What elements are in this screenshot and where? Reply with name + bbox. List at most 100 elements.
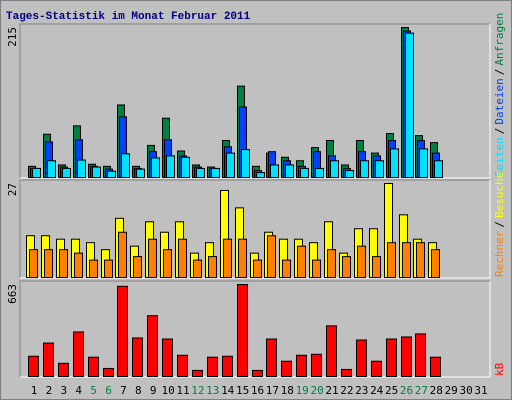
- bar: [118, 231, 127, 278]
- bar: [372, 256, 381, 279]
- x-tick-label: 2: [46, 384, 53, 397]
- frame-light: [20, 24, 491, 179]
- legend: kB: [493, 362, 506, 376]
- bar: [133, 256, 142, 279]
- x-tick-label: 23: [355, 384, 368, 397]
- bar: [223, 238, 232, 278]
- bar: [296, 354, 307, 377]
- x-tick-label: 1: [31, 384, 38, 397]
- bar: [419, 148, 428, 179]
- legend-separator: /: [493, 221, 506, 228]
- bar: [117, 285, 128, 377]
- frame-light: [20, 281, 491, 378]
- x-tick-label: 4: [75, 384, 82, 397]
- bar: [315, 167, 324, 179]
- x-tick-label: 21: [325, 384, 338, 397]
- bar: [342, 256, 351, 279]
- bar: [270, 164, 279, 179]
- bar: [357, 245, 366, 279]
- bar: [345, 170, 354, 178]
- x-tick-label: 27: [415, 384, 428, 397]
- bar: [77, 159, 86, 178]
- bar: [89, 259, 98, 278]
- bar: [267, 235, 276, 279]
- x-tick-label: 11: [176, 384, 189, 397]
- bar: [88, 356, 99, 377]
- x-tick-label: 9: [150, 384, 157, 397]
- frame-dark: [19, 23, 490, 178]
- bar: [73, 331, 84, 377]
- bar: [416, 242, 425, 278]
- bar: [74, 252, 83, 278]
- x-tick-label: 28: [430, 384, 443, 397]
- bar: [44, 249, 53, 278]
- x-tick-label: 15: [236, 384, 249, 397]
- bar: [238, 238, 247, 278]
- bar: [281, 360, 292, 378]
- bar: [193, 259, 202, 278]
- bar: [178, 238, 187, 278]
- bar: [386, 338, 397, 377]
- x-tick-label: 17: [266, 384, 279, 397]
- bar: [371, 360, 382, 378]
- bar: [148, 238, 157, 278]
- bar: [62, 167, 71, 179]
- x-tick-label: 22: [340, 384, 353, 397]
- bar: [196, 167, 205, 179]
- bar: [253, 259, 262, 278]
- bar: [431, 249, 440, 278]
- bar: [387, 242, 396, 278]
- bar: [177, 354, 188, 377]
- bar: [208, 256, 217, 279]
- bar: [356, 339, 367, 377]
- bar: [107, 170, 116, 179]
- frame-dark: [19, 179, 490, 278]
- legend-entry: Dateien: [493, 78, 506, 124]
- bar: [405, 32, 414, 179]
- bar: [132, 337, 143, 377]
- legend-entry: kB: [493, 362, 506, 376]
- y-tick-label: 663: [6, 284, 19, 304]
- bar: [29, 249, 38, 278]
- bar: [181, 156, 190, 178]
- x-tick-label: 5: [90, 384, 97, 397]
- bar: [401, 336, 412, 377]
- bar: [226, 152, 235, 178]
- bar: [147, 315, 158, 377]
- x-tick-label: 14: [221, 384, 235, 397]
- bar: [58, 362, 69, 378]
- bar: [192, 369, 203, 377]
- chart-title: Tages-Statistik im Monat Februar 2011: [6, 11, 251, 23]
- bar: [266, 338, 277, 377]
- bar: [104, 259, 113, 278]
- bar: [163, 249, 172, 278]
- bar: [327, 249, 336, 278]
- bar: [430, 356, 441, 377]
- bar: [136, 168, 145, 179]
- bar: [311, 353, 322, 377]
- bar: [434, 160, 443, 178]
- x-tick-label: 12: [191, 384, 204, 397]
- x-tick-label: 20: [310, 384, 323, 397]
- frame-dark: [19, 280, 490, 377]
- bar: [360, 160, 369, 178]
- bar: [121, 153, 130, 178]
- bar: [103, 367, 114, 377]
- bar: [375, 160, 384, 178]
- bar: [92, 166, 101, 178]
- x-tick-label: 16: [251, 384, 264, 397]
- bar: [297, 245, 306, 279]
- x-tick-label: 29: [445, 384, 458, 397]
- legend: Rechner / Besuche: [493, 172, 506, 277]
- x-tick-label: 7: [120, 384, 127, 397]
- x-tick-label: 18: [281, 384, 294, 397]
- bar: [151, 157, 160, 179]
- bar: [300, 167, 309, 179]
- legend: Seiten / Dateien / Anfragen: [493, 13, 506, 177]
- x-tick-label: 30: [459, 384, 472, 397]
- bar: [282, 259, 291, 278]
- bar: [211, 167, 220, 179]
- bar: [390, 148, 399, 179]
- bar: [237, 284, 248, 377]
